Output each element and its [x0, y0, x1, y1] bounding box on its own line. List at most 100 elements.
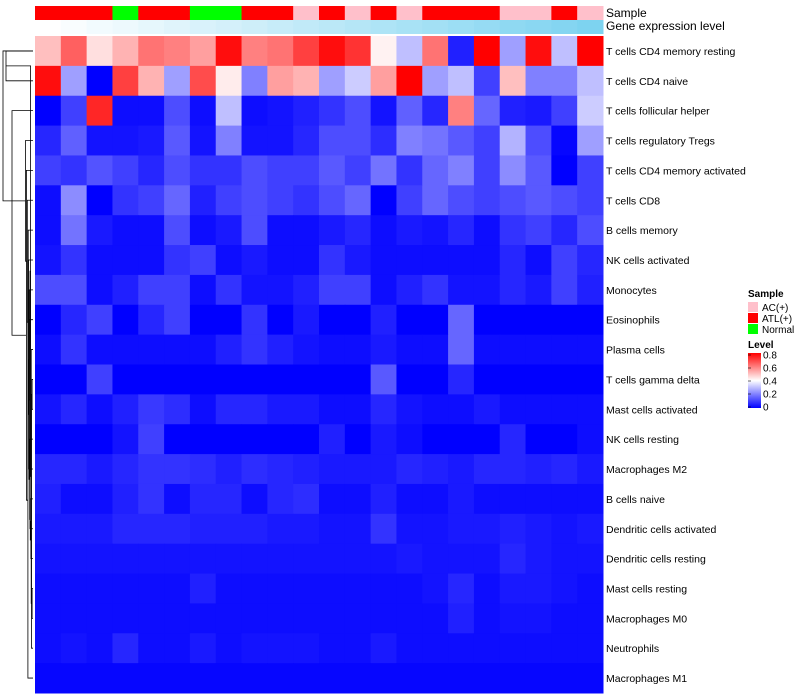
- heatmap-cell: [35, 603, 62, 634]
- heatmap-cell: [267, 483, 294, 515]
- heatmap-cell: [267, 543, 294, 575]
- heatmap-cell: [241, 65, 268, 97]
- expression-annotation-cell: [60, 20, 88, 34]
- heatmap-cell: [319, 483, 346, 515]
- heatmap-cell: [293, 573, 320, 604]
- dendrogram-branch: [2, 50, 33, 202]
- heatmap-cell: [241, 185, 268, 216]
- heatmap-cell: [189, 245, 217, 276]
- heatmap-cell: [215, 245, 243, 276]
- heatmap-cell: [60, 245, 88, 276]
- row-label: T cells CD4 memory resting: [606, 46, 735, 58]
- heatmap-cell: [396, 633, 423, 664]
- heatmap-cell: [422, 633, 449, 664]
- sample-legend-entries: AC(+)ATL(+)Normal: [748, 302, 794, 336]
- heatmap-cell: [577, 185, 604, 216]
- expression-annotation-cell: [293, 20, 320, 34]
- row-label: Dendritic cells resting: [606, 554, 706, 566]
- heatmap-cell: [396, 424, 423, 455]
- heatmap-cell: [577, 304, 604, 336]
- dendrogram-branch: [30, 520, 33, 560]
- expression-annotation-label: Gene expression level: [606, 19, 725, 33]
- heatmap-cell: [577, 364, 604, 395]
- sample-annotation-cell: [35, 6, 62, 20]
- heatmap-cell: [293, 304, 320, 336]
- heatmap-cell: [164, 394, 191, 425]
- row-label: T cells follicular helper: [606, 106, 710, 118]
- sample-legend-label: Normal: [762, 325, 794, 336]
- heatmap-cell: [215, 304, 243, 336]
- heatmap-cell: [189, 304, 217, 336]
- heatmap-cell: [60, 603, 88, 634]
- heatmap-cell: [112, 663, 139, 694]
- heatmap-cell: [112, 274, 139, 306]
- heatmap-cell: [577, 245, 604, 276]
- heatmap-cell: [189, 36, 217, 67]
- heatmap-cell: [422, 215, 449, 246]
- heatmap-cell: [473, 603, 501, 634]
- heatmap-cell: [86, 274, 113, 306]
- heatmap-cell: [35, 155, 62, 186]
- heatmap-cell: [241, 573, 268, 604]
- heatmap-cell: [448, 334, 475, 365]
- sample-annotation-label: Sample: [606, 6, 647, 20]
- heatmap-cell: [448, 633, 475, 664]
- heatmap-cell: [164, 633, 191, 664]
- heatmap-cell: [551, 364, 578, 395]
- heatmap-cell: [293, 633, 320, 664]
- heatmap-cell: [448, 454, 475, 485]
- heatmap-cell: [164, 95, 191, 127]
- heatmap-cell: [370, 304, 397, 336]
- heatmap-cell: [112, 245, 139, 276]
- heatmap-cell: [112, 304, 139, 336]
- heatmap-cell: [35, 513, 62, 545]
- heatmap-cell: [86, 125, 113, 156]
- row-label: T cells regulatory Tregs: [606, 136, 715, 148]
- heatmap-cell: [35, 334, 62, 365]
- heatmap-cell: [525, 36, 552, 67]
- heatmap-cell: [189, 95, 217, 127]
- heatmap-cell: [577, 334, 604, 365]
- heatmap-cell: [370, 245, 397, 276]
- heatmap-cell: [60, 663, 88, 694]
- level-tick-label: 0: [763, 403, 769, 414]
- heatmap-cell: [525, 304, 552, 336]
- heatmap-cell: [551, 424, 578, 455]
- row-label: B cells naive: [606, 494, 665, 506]
- heatmap-cell: [422, 36, 449, 67]
- heatmap-cell: [525, 543, 552, 575]
- heatmap-cell: [448, 125, 475, 156]
- expression-annotation-cell: [35, 20, 62, 34]
- heatmap-cell: [112, 573, 139, 604]
- heatmap-cell: [422, 513, 449, 545]
- heatmap-cell: [499, 334, 527, 365]
- heatmap-cell: [164, 245, 191, 276]
- sample-annotation-cell: [577, 6, 604, 20]
- heatmap-cell: [396, 483, 423, 515]
- expression-annotation-cell: [164, 20, 191, 34]
- sample-annotation-cell: [551, 6, 578, 20]
- heatmap-cell: [473, 274, 501, 306]
- row-dendrogram: [2, 50, 33, 679]
- heatmap-cell: [422, 274, 449, 306]
- heatmap-cell: [293, 483, 320, 515]
- heatmap-cell: [577, 483, 604, 515]
- heatmap-cell: [267, 573, 294, 604]
- heatmap-cell: [138, 274, 165, 306]
- heatmap-cell: [422, 304, 449, 336]
- expression-annotation-cell: [112, 20, 139, 34]
- heatmap-cell: [396, 125, 423, 156]
- expression-annotation-cell: [319, 20, 346, 34]
- heatmap-cell: [60, 424, 88, 455]
- dendrogram-branch: [31, 379, 33, 410]
- heatmap-cell: [86, 65, 113, 97]
- heatmap-cell: [448, 185, 475, 216]
- heatmap-cell: [60, 125, 88, 156]
- heatmap-cell: [189, 633, 217, 664]
- heatmap-cell: [215, 125, 243, 156]
- heatmap-cell: [551, 603, 578, 634]
- heatmap-cell: [86, 185, 113, 216]
- heatmap-cell: [138, 543, 165, 575]
- heatmap-cell: [138, 65, 165, 97]
- heatmap-cell: [189, 394, 217, 425]
